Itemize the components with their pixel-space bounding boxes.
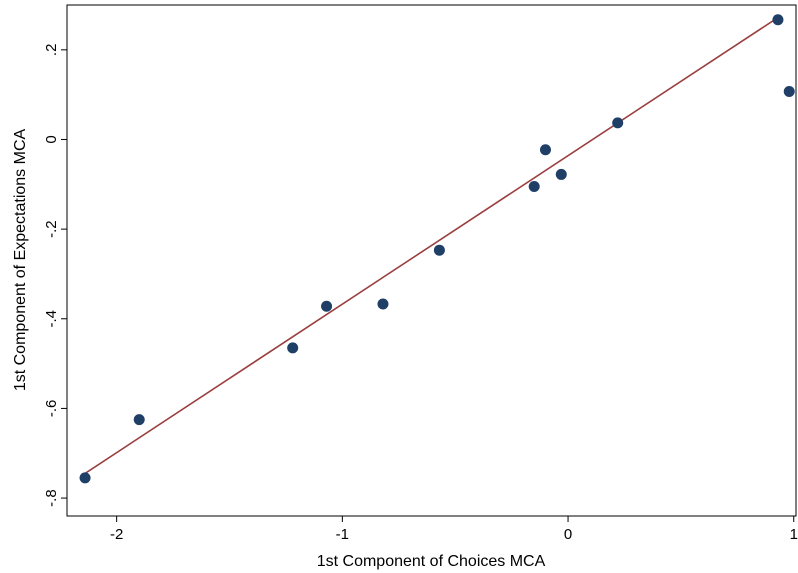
data-point — [321, 300, 333, 312]
y-tick-label: .2 — [43, 44, 60, 57]
x-tick-label: 1 — [790, 526, 798, 543]
data-point — [528, 181, 540, 193]
data-point — [612, 117, 624, 129]
data-point — [287, 342, 299, 354]
y-tick-label: -.2 — [43, 220, 60, 238]
x-tick-label: -2 — [110, 526, 123, 543]
data-point — [783, 86, 795, 98]
data-point — [377, 298, 389, 310]
x-tick-label: 0 — [564, 526, 572, 543]
plot-frame — [66, 4, 797, 517]
y-tick-label: -.4 — [43, 310, 60, 328]
fit-line — [84, 16, 779, 475]
x-axis-title: 1st Component of Choices MCA — [317, 553, 546, 570]
y-tick-label: -.8 — [43, 489, 60, 507]
fit-line-layer — [84, 16, 779, 475]
y-tick-label: 0 — [43, 135, 60, 143]
x-tick-label: -1 — [336, 526, 349, 543]
data-point — [79, 472, 91, 484]
y-axis-title: 1st Component of Expectations MCA — [12, 129, 29, 392]
data-point — [133, 414, 145, 426]
axes: -2 -1 0 1 -.8 -.6 -.4 -.2 0 .2 — [43, 44, 798, 543]
data-points-layer — [79, 14, 795, 484]
data-point — [555, 168, 567, 180]
data-point — [539, 144, 551, 156]
data-point — [433, 244, 445, 256]
y-tick-label: -.6 — [43, 400, 60, 418]
data-point — [772, 14, 784, 26]
